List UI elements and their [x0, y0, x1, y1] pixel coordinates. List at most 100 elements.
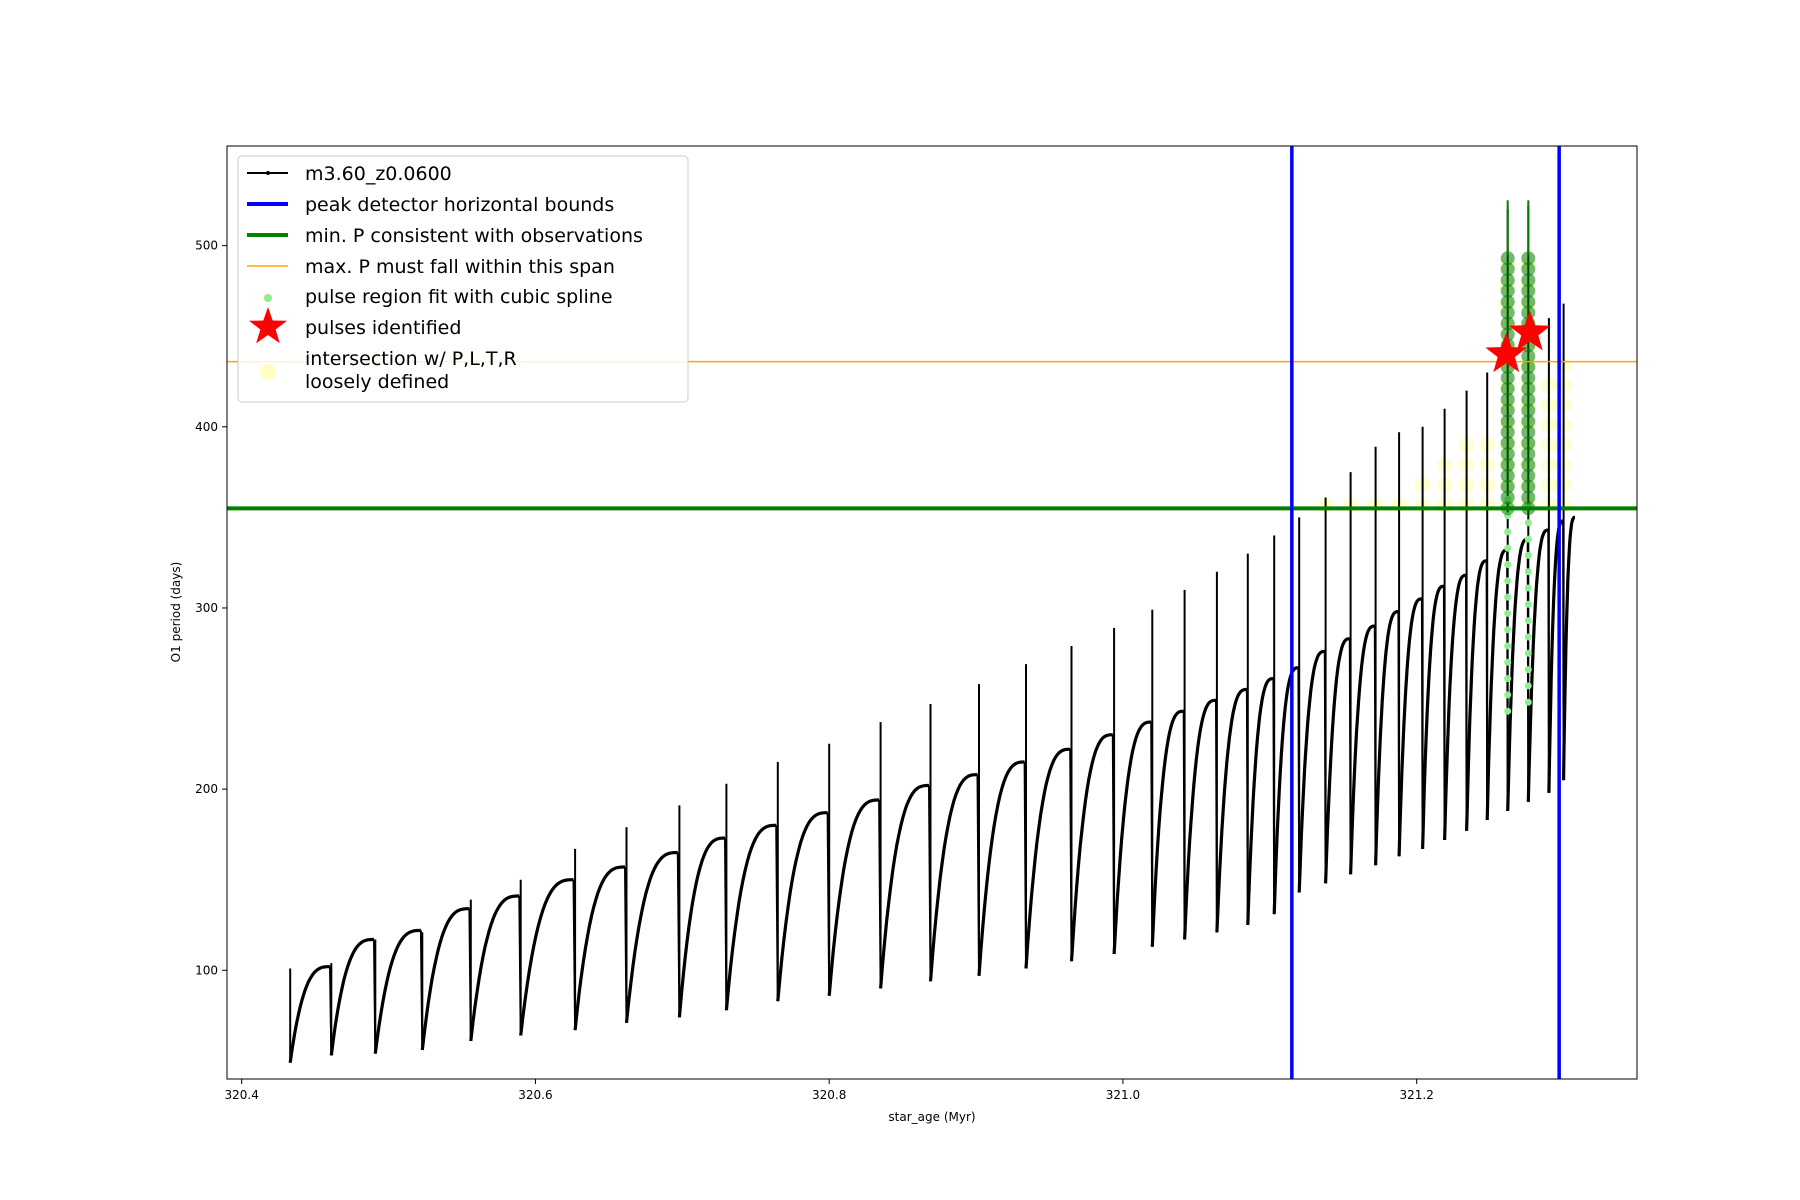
pulse-region-marker: [1521, 392, 1536, 407]
pulse-curve: [724, 823, 777, 1011]
pulse-curve: [1562, 515, 1577, 781]
spline-fit-point: [1504, 528, 1512, 536]
spline-fit-point: [1504, 561, 1512, 568]
pulse-region-marker: [1521, 468, 1536, 483]
pulse-curve: [469, 894, 520, 1042]
pulse-curve: [1024, 747, 1071, 969]
pulse-region-marker: [1500, 403, 1515, 418]
pulse-region-marker: [1500, 468, 1515, 483]
pulse-curve: [1421, 584, 1445, 849]
pulse-curve: [624, 850, 678, 1023]
pulse-curve: [1215, 687, 1248, 933]
spline-fit-point: [1504, 707, 1512, 715]
pulse-curve: [879, 783, 929, 989]
pulse-region-marker: [1500, 392, 1515, 407]
pulse-region-marker: [1500, 370, 1515, 385]
pulse-region-marker: [1500, 294, 1515, 309]
spline-fit-point: [1524, 649, 1532, 657]
y-tick-label: 100: [195, 963, 218, 977]
spline-fit-point: [1524, 682, 1532, 690]
pulse-region-marker: [1521, 381, 1536, 396]
pulse-curve: [1150, 709, 1184, 947]
spline-fit-point: [1524, 584, 1532, 592]
pulse-star: [1508, 310, 1551, 351]
spline-fit-point: [1504, 593, 1512, 601]
legend-swatch-bigdot: [260, 364, 276, 380]
pulse-region-marker: [1500, 262, 1515, 277]
y-tick-label: 500: [195, 239, 218, 253]
axes: 320.4 320.6 320.8 321.0 321.2 100 200 300 400 500: [195, 239, 1434, 1102]
legend-label: max. P must fall within this span: [305, 256, 615, 278]
pulse-region-marker: [1521, 294, 1536, 309]
spline-fit-point: [1504, 609, 1512, 617]
pulse-curve: [1246, 677, 1274, 926]
pulse-curve: [1272, 666, 1299, 915]
spline-fit-point: [1524, 666, 1532, 674]
y-tick-label: 300: [195, 601, 218, 615]
pulse-region-marker: [1500, 436, 1515, 451]
legend-label: peak detector horizontal bounds: [305, 194, 614, 216]
spline-fit-point: [1524, 568, 1532, 576]
pulse-region-marker: [1500, 305, 1515, 320]
spline-fit-point: [1524, 698, 1532, 706]
pulse-curve: [1465, 559, 1488, 831]
y-tick-label: 400: [195, 420, 218, 434]
legend-swatch-dot: [264, 294, 272, 302]
x-tick-label: 320.6: [518, 1088, 552, 1102]
spline-fit-point: [1524, 551, 1532, 559]
pulse-region-marker: [1521, 490, 1536, 505]
pulse-region-marker: [1521, 425, 1536, 440]
y-tick-label: 200: [195, 782, 218, 796]
pulse-region-marker: [1521, 436, 1536, 451]
legend-box: [237, 155, 689, 403]
pulse-curve: [1526, 528, 1549, 802]
pulse-region-marker: [1521, 349, 1536, 364]
pulse-curve: [1349, 624, 1376, 875]
legend-label: min. P consistent with observations: [305, 225, 643, 247]
pulse-region-marker: [1500, 327, 1515, 342]
pulse-curve: [288, 965, 330, 1063]
pulse-region-marker: [1521, 262, 1536, 277]
y-axis-label: O1 period (days): [169, 562, 183, 663]
spline-fit-point: [1524, 535, 1532, 543]
pulse-region-marker: [1521, 403, 1536, 418]
pulse-curve: [1485, 548, 1508, 820]
pulse-curve: [1324, 637, 1351, 884]
pulse-curve: [977, 760, 1025, 976]
pulse-curve: [1443, 573, 1467, 840]
pulse-curve: [1397, 597, 1423, 857]
plot-area: [227, 146, 1637, 1079]
pulse-region-marker: [1521, 479, 1536, 494]
pulse-curve: [519, 878, 574, 1036]
pulse-curve: [928, 773, 978, 982]
legend-swatch-star: [249, 307, 287, 344]
x-tick-label: 321.0: [1106, 1088, 1140, 1102]
pulse-region-marker: [1521, 251, 1536, 266]
pulse-region-marker: [1500, 414, 1515, 429]
pulse-curve: [776, 811, 828, 1002]
x-axis-label: star_age (Myr): [888, 1110, 975, 1124]
pulse-curve: [1547, 519, 1565, 793]
pulse-region-marker: [1521, 414, 1536, 429]
pulse-region-marker: [1500, 490, 1515, 505]
pulse-region-marker: [1521, 447, 1536, 461]
spline-fit-point: [1524, 617, 1532, 625]
x-tick-label: 320.4: [225, 1088, 259, 1102]
pulse-region-marker: [1521, 457, 1536, 472]
spline-fit-point: [1504, 658, 1512, 666]
legend-swatch-marker: [266, 171, 270, 175]
pulse-region-marker: [1500, 425, 1515, 440]
pulse-region-marker: [1500, 447, 1515, 461]
pulse-region-marker: [1521, 273, 1536, 288]
plot-frame: [226, 145, 1638, 1080]
spline-fit-point: [1524, 633, 1532, 641]
pulse-curve: [373, 928, 421, 1054]
pulse-region-marker: [1500, 283, 1515, 298]
x-tick-label: 321.2: [1400, 1088, 1434, 1102]
spline-fit-point: [1504, 577, 1512, 585]
pulse-curve: [1374, 610, 1399, 866]
spline-fit-point: [1504, 626, 1512, 634]
